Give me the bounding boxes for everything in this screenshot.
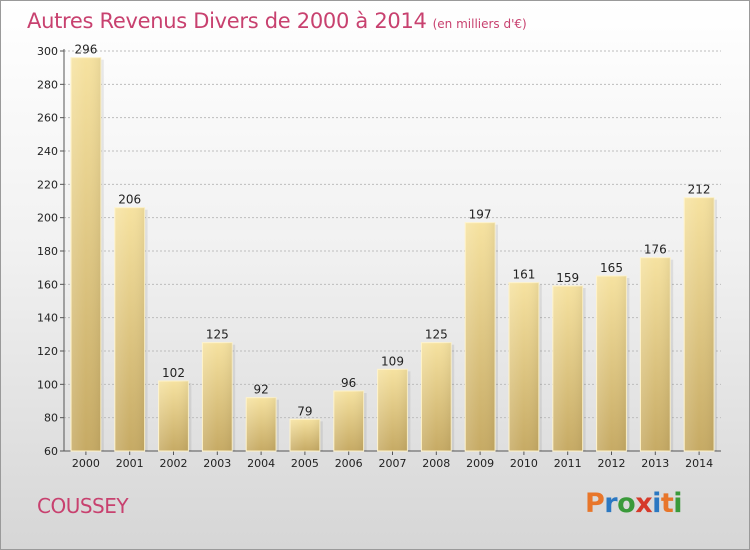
- y-tick-label: 240: [37, 145, 58, 158]
- bar-shine: [552, 286, 583, 451]
- data-label: 296: [74, 43, 97, 57]
- data-label: 92: [253, 383, 268, 397]
- data-label: 176: [644, 243, 667, 257]
- bars: [70, 57, 717, 452]
- bar-shine: [640, 257, 671, 451]
- logo-letter: o: [617, 488, 636, 519]
- logo-letter: P: [585, 488, 605, 519]
- y-tick-label: 140: [37, 312, 58, 325]
- x-tick-label: 2012: [598, 457, 626, 470]
- data-label: 159: [556, 271, 579, 285]
- data-label: 96: [341, 376, 356, 390]
- proxiti-logo: Proxiti: [585, 488, 683, 519]
- data-label: 212: [688, 183, 711, 197]
- bar-shine: [596, 276, 627, 451]
- x-tick-label: 2010: [510, 457, 538, 470]
- y-tick-label: 180: [37, 245, 58, 258]
- bar-shine: [290, 419, 320, 451]
- y-tick-label: 120: [37, 345, 58, 358]
- x-tick-label: 2003: [203, 457, 231, 470]
- labels: 296 2000 206 2001 102 2002 125 2003 92 2004 79 2005…: [72, 43, 713, 470]
- data-label: 197: [469, 208, 492, 222]
- y-tick-label: 280: [37, 78, 58, 91]
- x-tick-label: 2006: [335, 457, 363, 470]
- data-label: 109: [381, 354, 404, 368]
- bar-shine: [509, 282, 539, 451]
- y-tick-label: 100: [37, 378, 58, 391]
- bar-shine: [114, 207, 145, 451]
- data-label: 161: [512, 268, 535, 282]
- y-tick-label: 60: [44, 445, 58, 458]
- chart-title-text: Autres Revenus Divers de 2000 à 2014: [27, 9, 427, 33]
- x-tick-label: 2002: [160, 457, 188, 470]
- x-tick-label: 2000: [72, 457, 100, 470]
- y-tick-label: 200: [37, 212, 58, 225]
- y-tick-label: 80: [44, 412, 58, 425]
- y-tick-label: 160: [37, 278, 58, 291]
- bar-shine: [71, 57, 101, 452]
- bar-shine: [684, 197, 714, 451]
- data-label: 165: [600, 261, 623, 275]
- bar-shine: [202, 342, 233, 451]
- x-tick-label: 2005: [291, 457, 319, 470]
- commune-name: COUSSEY: [37, 494, 129, 518]
- bar-shine: [377, 369, 408, 451]
- y-tick-label: 260: [37, 112, 58, 125]
- chart-title: Autres Revenus Divers de 2000 à 2014 (en …: [27, 9, 527, 33]
- data-label: 125: [425, 328, 448, 342]
- x-tick-label: 2008: [422, 457, 450, 470]
- logo-letter: i: [652, 488, 661, 519]
- bar-shine: [333, 391, 364, 451]
- x-tick-label: 2011: [554, 457, 582, 470]
- chart-unit-note: (en milliers d'€): [432, 17, 527, 31]
- bar-shine: [421, 342, 452, 451]
- data-label: 102: [162, 366, 185, 380]
- data-label: 206: [118, 193, 141, 207]
- data-label: 125: [206, 328, 229, 342]
- bar-shine: [158, 381, 189, 451]
- x-tick-label: 2014: [685, 457, 713, 470]
- logo-letter: r: [604, 488, 618, 519]
- logo-letter: i: [673, 488, 683, 519]
- logo-letter: x: [635, 488, 653, 519]
- bar-shine: [465, 222, 495, 451]
- y-tick-label: 300: [37, 45, 58, 58]
- x-tick-label: 2001: [116, 457, 144, 470]
- x-tick-label: 2013: [641, 457, 669, 470]
- data-label: 79: [297, 404, 312, 418]
- x-tick-label: 2004: [247, 457, 275, 470]
- bar-shine: [246, 397, 276, 451]
- x-tick-label: 2007: [379, 457, 407, 470]
- logo-letter: t: [660, 488, 674, 519]
- x-tick-label: 2009: [466, 457, 494, 470]
- y-tick-label: 220: [37, 178, 58, 191]
